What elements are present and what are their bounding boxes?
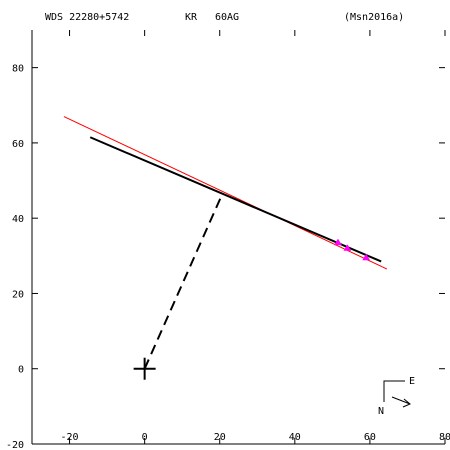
observation-point [334,238,342,246]
plot-frame [31,30,445,445]
x-tick-label: 40 [289,432,301,443]
observation-point [343,244,352,251]
y-tick-label: 80 [12,64,24,75]
primary-star-marker [133,357,156,380]
compass-east-label: E [409,376,415,387]
chart-lines [63,116,388,370]
header-discoverer: KR [185,12,198,23]
y-tick-label: 0 [18,365,24,376]
x-tick-label: 80 [439,432,450,443]
compass-arrow-icon [391,396,411,408]
orbit-line [89,136,382,263]
header-wds-id: WDS 22280+5742 [45,12,129,23]
y-tick-label: 40 [12,214,24,225]
axis-tick-labels: -20 0 20 40 60 80 -20 0 20 40 60 80 [6,64,450,450]
y-tick-label: 20 [12,289,24,300]
compass-axes [383,380,405,402]
x-tick-label: 20 [214,432,226,443]
linear-fit-line [63,116,388,270]
compass-rose: E N [378,376,415,417]
x-tick-label: -20 [61,432,79,443]
header-pair: 60AG [215,12,239,23]
x-tick-label: 60 [364,432,376,443]
y-tick-label: -20 [6,440,24,450]
axis-ticks [32,30,446,445]
compass-north-label: N [378,406,384,417]
y-tick-label: 60 [12,139,24,150]
observation-point [362,253,371,261]
header-reference: (Msn2016a) [344,12,404,23]
x-tick-label: 0 [142,432,148,443]
observation-points [334,238,371,261]
